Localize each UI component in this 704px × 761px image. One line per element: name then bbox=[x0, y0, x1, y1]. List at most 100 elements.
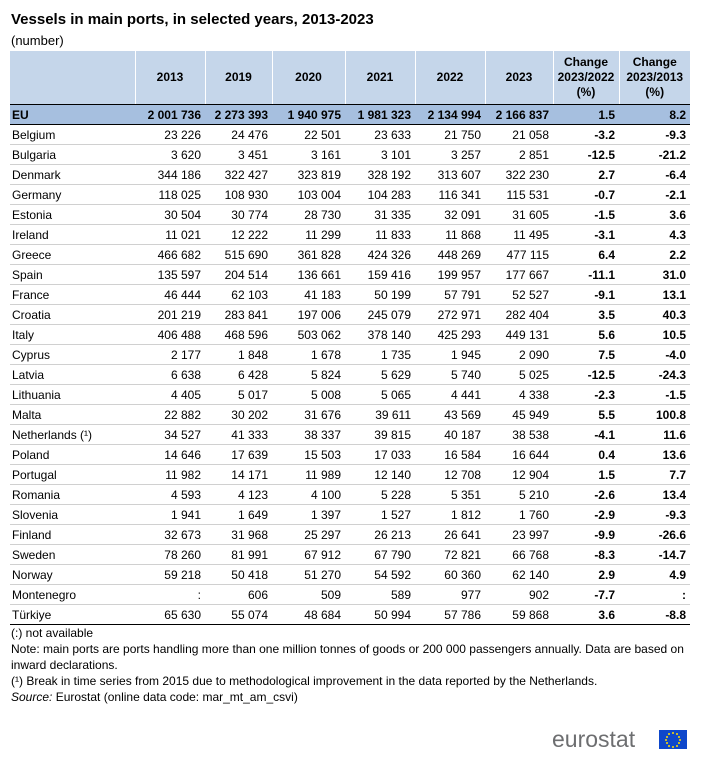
cell: -24.3 bbox=[619, 364, 690, 385]
row-label: Sweden bbox=[10, 544, 135, 565]
row-label: Estonia bbox=[10, 204, 135, 225]
cell: 16 644 bbox=[485, 444, 553, 465]
cell: 5 629 bbox=[345, 364, 415, 385]
table-row: Romania 4 593 4 123 4 100 5 228 5 351 5 210 -2.… bbox=[10, 484, 690, 505]
header-line: (%) bbox=[645, 85, 665, 99]
cell: 41 183 bbox=[272, 284, 345, 305]
cell: 509 bbox=[272, 584, 345, 605]
cell: 118 025 bbox=[135, 184, 205, 205]
table-row: Estonia 30 504 30 774 28 730 31 335 32 091 31 … bbox=[10, 204, 690, 225]
table-row: Portugal 11 982 14 171 11 989 12 140 12 708 12… bbox=[10, 464, 690, 485]
cell: 55 074 bbox=[205, 604, 272, 625]
cell: 477 115 bbox=[485, 244, 553, 265]
table-row: Cyprus 2 177 1 848 1 678 1 735 1 945 2 090 7.5-… bbox=[10, 344, 690, 365]
table-row: Spain 135 597 204 514 136 661 159 416 199 957… bbox=[10, 264, 690, 285]
row-label: Montenegro bbox=[10, 584, 135, 605]
cell: 5 740 bbox=[415, 364, 485, 385]
cell: 361 828 bbox=[272, 244, 345, 265]
cell: 2 851 bbox=[485, 144, 553, 165]
table-row: Italy 406 488 468 596 503 062 378 140 425 293… bbox=[10, 324, 690, 345]
cell: -14.7 bbox=[619, 544, 690, 565]
cell: -12.5 bbox=[553, 144, 619, 165]
cell: 1.5 bbox=[553, 464, 619, 485]
cell: -9.3 bbox=[619, 124, 690, 145]
cell: 1.5 bbox=[553, 104, 619, 125]
cell: -2.9 bbox=[553, 504, 619, 525]
cell: 30 202 bbox=[205, 404, 272, 425]
cell: 2.9 bbox=[553, 564, 619, 585]
cell: 13.1 bbox=[619, 284, 690, 305]
cell: -11.1 bbox=[553, 264, 619, 285]
cell: 22 882 bbox=[135, 404, 205, 425]
cell: 11 833 bbox=[345, 224, 415, 245]
cell: 67 790 bbox=[345, 544, 415, 565]
row-label: Bulgaria bbox=[10, 144, 135, 165]
cell: 6 428 bbox=[205, 364, 272, 385]
cell: 3.6 bbox=[553, 604, 619, 625]
table-row: Montenegro:606 509 589 977 902 -7.7: bbox=[10, 584, 690, 605]
cell: 65 630 bbox=[135, 604, 205, 625]
row-label: Netherlands (¹) bbox=[10, 424, 135, 445]
cell: -2.1 bbox=[619, 184, 690, 205]
cell: 38 337 bbox=[272, 424, 345, 445]
cell: 5 008 bbox=[272, 384, 345, 405]
row-label: Finland bbox=[10, 524, 135, 545]
cell: -9.3 bbox=[619, 504, 690, 525]
cell: 283 841 bbox=[205, 304, 272, 325]
cell: 104 283 bbox=[345, 184, 415, 205]
cell: 34 527 bbox=[135, 424, 205, 445]
row-label: Italy bbox=[10, 324, 135, 345]
cell: 7.5 bbox=[553, 344, 619, 365]
cell: 25 297 bbox=[272, 524, 345, 545]
cell: 4.3 bbox=[619, 224, 690, 245]
header-line: Change bbox=[632, 55, 677, 69]
cell: 5 228 bbox=[345, 484, 415, 505]
cell: -21.2 bbox=[619, 144, 690, 165]
cell: 40.3 bbox=[619, 304, 690, 325]
cell: 3 101 bbox=[345, 144, 415, 165]
cell: 108 930 bbox=[205, 184, 272, 205]
row-label: Spain bbox=[10, 264, 135, 285]
source-label: Source: bbox=[11, 690, 53, 704]
cell: 2.7 bbox=[553, 164, 619, 185]
row-label: Lithuania bbox=[10, 384, 135, 405]
logo-text: eurostat bbox=[552, 727, 636, 752]
cell: 201 219 bbox=[135, 304, 205, 325]
cell: 50 418 bbox=[205, 564, 272, 585]
cell: 41 333 bbox=[205, 424, 272, 445]
cell: 52 527 bbox=[485, 284, 553, 305]
cell: 12 222 bbox=[205, 224, 272, 245]
header-line: (%) bbox=[576, 85, 596, 99]
column-header: 2013 bbox=[134, 51, 205, 105]
cell: 4 338 bbox=[485, 384, 553, 405]
cell: 1 397 bbox=[272, 504, 345, 525]
footnote: (¹) Break in time series from 2015 due t… bbox=[11, 674, 598, 688]
column-header: 2019 bbox=[204, 51, 272, 105]
footnote: Note: main ports are ports handling more… bbox=[11, 642, 684, 672]
table-row: Denmark 344 186 322 427 323 819 328 192 313 6… bbox=[10, 164, 690, 185]
row-label: Latvia bbox=[10, 364, 135, 385]
eurostat-logo: eurostat bbox=[552, 727, 687, 752]
cell: 5 025 bbox=[485, 364, 553, 385]
cell: 4.9 bbox=[619, 564, 690, 585]
cell: 39 611 bbox=[345, 404, 415, 425]
table-row: Sweden 78 260 81 991 67 912 67 790 72 821 66 7… bbox=[10, 544, 690, 565]
cell: 14 171 bbox=[205, 464, 272, 485]
cell: 5 824 bbox=[272, 364, 345, 385]
cell: 100.8 bbox=[619, 404, 690, 425]
column-header: 2021 bbox=[344, 51, 415, 105]
row-label: Poland bbox=[10, 444, 135, 465]
cell: 48 684 bbox=[272, 604, 345, 625]
cell: 22 501 bbox=[272, 124, 345, 145]
title: Vessels in main ports, in selected years… bbox=[11, 11, 374, 28]
cell: 81 991 bbox=[205, 544, 272, 565]
cell: 424 326 bbox=[345, 244, 415, 265]
cell: 2 273 393 bbox=[205, 104, 272, 125]
cell: : bbox=[135, 584, 205, 605]
cell: 28 730 bbox=[272, 204, 345, 225]
flag-stars bbox=[665, 732, 681, 748]
cell: 977 bbox=[415, 584, 485, 605]
cell: 177 667 bbox=[485, 264, 553, 285]
cell: 5.5 bbox=[553, 404, 619, 425]
